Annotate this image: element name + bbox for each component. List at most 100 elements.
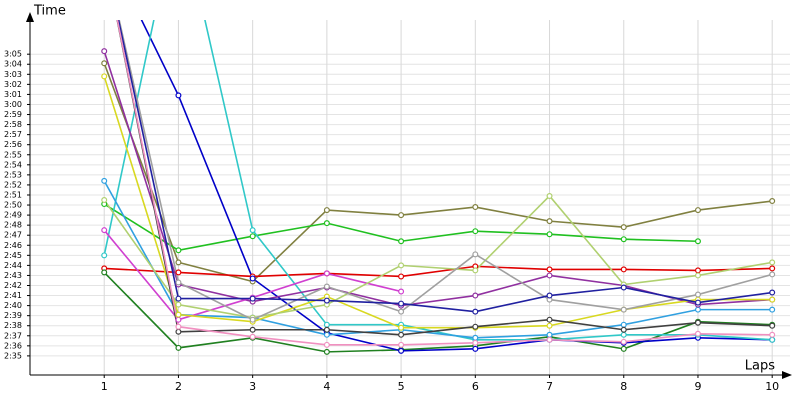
data-point [472,292,479,299]
y-tick-label: 2:47 [4,231,22,240]
data-point [398,308,405,315]
data-point [546,316,553,323]
data-point [546,322,553,329]
data-point [694,238,701,245]
data-point [472,339,479,346]
data-point [769,336,776,343]
data-point [323,297,330,304]
data-point [249,233,256,240]
data-point [620,321,627,328]
data-point [175,344,182,351]
data-point [398,212,405,219]
y-tick-label: 3:05 [4,50,22,59]
data-point [769,306,776,313]
data-point [101,197,108,204]
x-axis-label: Laps [745,359,775,374]
data-point [546,231,553,238]
x-tick-label: 9 [694,380,701,393]
data-point [249,295,256,302]
data-point [175,279,182,286]
data-point [472,334,479,341]
y-tick-label: 3:03 [4,70,22,79]
data-point [249,333,256,340]
series-line [103,76,773,329]
data-point [323,220,330,227]
x-tick-label: 1 [101,380,108,393]
plot-area [101,20,776,355]
data-point [175,316,182,323]
series-line [103,62,773,283]
data-point [620,224,627,231]
data-point [620,338,627,345]
data-point [769,289,776,296]
data-point [101,48,108,55]
data-point [323,207,330,214]
y-tick-label: 2:55 [4,150,22,159]
y-tick-label: 3:01 [4,90,22,99]
data-point [398,262,405,269]
x-tick-label: 4 [323,380,330,393]
data-point [249,326,256,333]
data-point [249,227,256,234]
x-tick-label: 6 [472,380,479,393]
y-tick-label: 2:43 [4,271,22,280]
data-point [323,341,330,348]
data-point [472,323,479,330]
data-point [694,319,701,326]
x-tick-label: 10 [765,380,779,393]
y-tick-label: 2:41 [4,291,22,300]
y-tick-label: 3:02 [4,80,22,89]
data-point [398,238,405,245]
series-line [116,20,773,346]
data-point [398,300,405,307]
data-point [694,330,701,337]
data-point [249,275,256,282]
data-point [323,283,330,290]
data-point [323,270,330,277]
y-tick-label: 2:40 [4,301,22,310]
data-point [620,306,627,313]
y-tick-label: 2:48 [4,221,22,230]
y-tick-label: 2:42 [4,281,22,290]
data-point [546,292,553,299]
data-point [620,236,627,243]
y-axis-arrow [26,12,34,22]
data-point [769,322,776,329]
data-point [101,60,108,67]
data-point [620,326,627,333]
data-point [472,228,479,235]
data-point [546,218,553,225]
data-point [398,347,405,354]
data-point [323,326,330,333]
data-point [472,204,479,211]
y-tick-label: 2:54 [4,160,22,169]
y-tick-label: 2:51 [4,190,22,199]
data-point [323,331,330,338]
y-tick-label: 2:59 [4,110,22,119]
data-point [175,92,182,99]
data-point [546,272,553,279]
series-line [117,20,773,313]
y-tick-label: 2:49 [4,211,22,220]
data-point [694,207,701,214]
data-point [546,336,553,343]
data-point [175,323,182,330]
data-point [620,266,627,273]
data-point [175,301,182,308]
data-point [323,348,330,355]
y-tick-label: 2:35 [4,351,22,360]
x-tick-label: 8 [620,380,627,393]
data-point [546,192,553,199]
y-tick-label: 2:57 [4,130,22,139]
y-tick-label: 2:53 [4,170,22,179]
y-tick-label: 2:37 [4,331,22,340]
y-tick-label: 2:46 [4,241,22,250]
data-point [694,299,701,306]
data-point [175,328,182,335]
y-tick-label: 2:58 [4,120,22,129]
data-point [769,271,776,278]
data-point [472,251,479,258]
data-point [694,272,701,279]
data-point [620,284,627,291]
